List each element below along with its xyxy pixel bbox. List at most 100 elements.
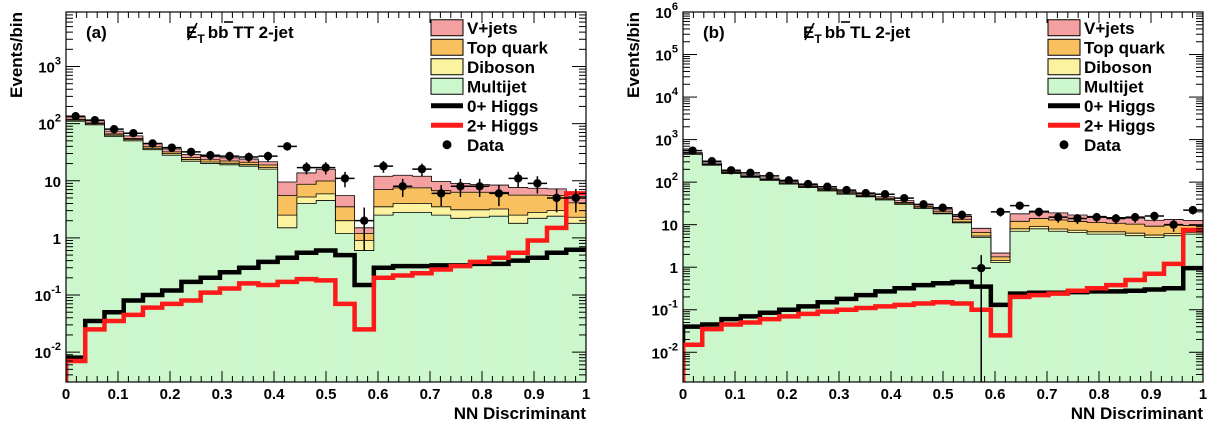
- x-tick-label: 0.7: [1037, 386, 1058, 403]
- data-point-10: [880, 190, 890, 199]
- y-tick-label: 103: [38, 56, 61, 77]
- bar-multijet-7: [200, 163, 220, 382]
- plot-area: [683, 146, 1203, 382]
- bar-multijet-21: [1087, 234, 1107, 382]
- bar-multijet-0: [66, 121, 86, 382]
- bar-multijet-8: [836, 194, 857, 382]
- chart-title: ETbb TL 2-jet: [803, 23, 911, 46]
- bar-multijet-15: [354, 250, 374, 382]
- y-axis-label: Events/bin: [624, 12, 643, 98]
- outline-multijet: [66, 120, 586, 251]
- bar-multijet-20: [450, 218, 471, 382]
- bar-multijet-14: [335, 233, 355, 382]
- data-point-12: [302, 163, 311, 172]
- legend-data-label: Data: [1084, 136, 1121, 155]
- y-axis-label: Events/bin: [7, 12, 26, 98]
- bar-multijet-16: [373, 215, 394, 382]
- bar-multijet-23: [508, 223, 528, 382]
- data-point-8: [842, 185, 851, 195]
- data-point-9: [861, 188, 870, 198]
- data-point-6: [186, 147, 196, 157]
- legend-v-jets-label: V+jets: [1084, 19, 1135, 38]
- bar-multijet-3: [123, 140, 143, 382]
- legend-multijet-label: Multijet: [1084, 77, 1144, 96]
- x-tick-label: 0.1: [725, 386, 746, 403]
- x-tick-label: 0.9: [1141, 386, 1162, 403]
- data-point-24: [533, 179, 542, 188]
- y-tick-label: 102: [38, 113, 61, 134]
- legend-0-higgs-label: 0+ Higgs: [1084, 97, 1155, 116]
- chart-title: ETbb TT 2-jet: [186, 23, 294, 46]
- bar-multijet-11: [277, 227, 297, 382]
- plot-area: [66, 111, 586, 382]
- met-slash: [804, 22, 815, 41]
- data-point-13: [321, 163, 330, 172]
- legend-data-label: Data: [467, 136, 504, 155]
- data-point-24: [1150, 211, 1159, 221]
- bar-multijet-12: [296, 203, 317, 382]
- legend-top-quark-label: Top quark: [1084, 38, 1165, 57]
- y-tick-label: 10-2: [652, 341, 678, 362]
- data-point-16: [996, 207, 1005, 217]
- data-point-26: [1188, 205, 1198, 215]
- bar-multijet-10: [258, 169, 278, 382]
- bar-multijet-22: [489, 216, 509, 382]
- data-point-3: [746, 168, 755, 178]
- data-point-1: [90, 115, 100, 125]
- data-point-1: [707, 157, 717, 166]
- bar-multijet-24: [527, 218, 547, 382]
- bar-multijet-1: [702, 165, 722, 382]
- x-tick-label: 0.5: [933, 386, 954, 403]
- bar-multijet-24: [1144, 237, 1164, 382]
- bar-multijet-19: [1048, 231, 1068, 382]
- bar-multijet-19: [431, 215, 451, 382]
- y-tick-label: 1: [670, 260, 678, 277]
- data-point-15: [360, 216, 369, 225]
- bar-multijet-2: [104, 136, 124, 382]
- data-point-19: [436, 189, 446, 198]
- data-point-22: [494, 189, 504, 198]
- data-point-25: [552, 193, 561, 203]
- legend-0-higgs-label: 0+ Higgs: [467, 97, 538, 116]
- bar-multijet-23: [1125, 235, 1145, 382]
- bar-multijet-1: [85, 124, 105, 382]
- series-0plus-higgs: [66, 247, 586, 382]
- legend-top-quark-swatch: [430, 38, 464, 56]
- data-point-18: [417, 164, 427, 174]
- bar-multijet-9: [239, 166, 259, 382]
- y-tick-label: 10-1: [35, 284, 61, 305]
- bar-multijet-2: [721, 173, 741, 382]
- x-tick-label: 0.6: [368, 386, 389, 403]
- data-point-0: [688, 146, 697, 155]
- data-point-25: [1169, 220, 1178, 229]
- data-point-23: [513, 174, 523, 183]
- x-tick-label: 0.5: [316, 386, 337, 403]
- x-tick-label: 0.8: [472, 386, 493, 403]
- series-2plus-higgs: [66, 191, 586, 382]
- data-point-16: [379, 161, 388, 171]
- bar-multijet-22: [1106, 234, 1126, 382]
- data-point-15: [977, 263, 986, 273]
- bar-multijet-7: [817, 190, 837, 382]
- data-point-20: [456, 182, 465, 191]
- x-tick-label: 1: [1199, 386, 1207, 403]
- data-point-4: [148, 139, 157, 148]
- data-point-21: [475, 182, 484, 191]
- data-point-0: [71, 111, 80, 121]
- y-tick-label: 10-1: [652, 299, 678, 320]
- bar-multijet-4: [142, 149, 163, 382]
- bar-multijet-5: [162, 155, 182, 382]
- data-point-8: [225, 151, 234, 161]
- data-point-18: [1034, 207, 1044, 217]
- y-tick-label: 102: [655, 171, 678, 192]
- y-tick-label: 104: [655, 86, 679, 107]
- bar-multijet-18: [412, 212, 432, 382]
- legend-data-marker: [442, 140, 452, 150]
- series-2plus-higgs: [683, 227, 1203, 382]
- data-point-5: [167, 143, 177, 152]
- data-point-20: [1073, 214, 1082, 223]
- data-point-9: [244, 152, 253, 162]
- bar-multijet-20: [1067, 232, 1088, 382]
- panel-label: (a): [86, 23, 107, 42]
